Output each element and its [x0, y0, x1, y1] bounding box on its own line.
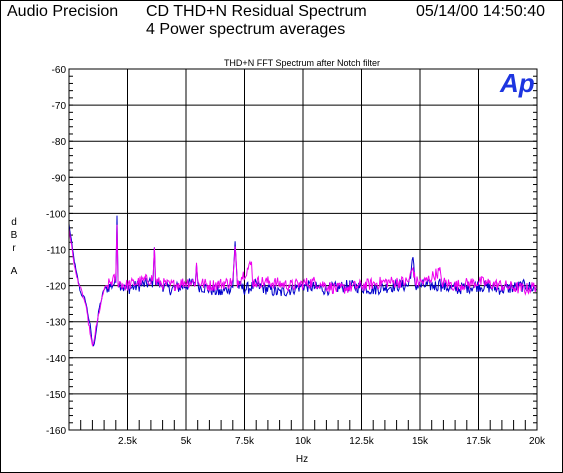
- x-tick-label: 12.5k: [349, 436, 374, 447]
- x-tick-label: 15k: [412, 436, 429, 447]
- timestamp: 05/14/00 14:50:40: [416, 3, 546, 20]
- y-tick-label: -150: [46, 390, 66, 401]
- y-tick-label: -160: [46, 426, 66, 437]
- y-tick-label: -110: [47, 246, 67, 257]
- page-subtitle: 4 Power spectrum averages: [146, 21, 346, 38]
- y-tick-label: -100: [46, 209, 66, 220]
- y-axis-label-char: B: [11, 230, 18, 241]
- x-tick-labels: 2.5k 5k 7.5k 10k 12.5k 15k 17.5k 20k: [118, 436, 546, 447]
- x-tick-label: 20k: [529, 436, 546, 447]
- chart-title: THD+N FFT Spectrum after Notch filter: [224, 58, 380, 68]
- trace-1: [68, 215, 538, 347]
- plot-border: [68, 68, 538, 431]
- grid: [69, 68, 538, 431]
- x-tick-label: 5k: [181, 436, 193, 447]
- y-tick-label: -90: [52, 173, 67, 184]
- trace-2: [68, 224, 537, 347]
- y-axis-label-char: d: [11, 217, 17, 228]
- y-tick-label: -140: [46, 354, 66, 365]
- x-tick-label: 7.5k: [235, 436, 255, 447]
- x-tick-label: 2.5k: [118, 436, 138, 447]
- y-axis-label: dBr A: [11, 217, 18, 277]
- y-axis-label-char: A: [11, 266, 18, 277]
- page-title: CD THD+N Residual Spectrum: [146, 3, 367, 20]
- traces: [68, 215, 538, 347]
- y-tick-label: -130: [46, 318, 66, 329]
- y-tick-label: -80: [52, 137, 67, 148]
- x-tick-label: 17.5k: [466, 436, 491, 447]
- y-tick-labels: -60 -70 -80 -90 -100 -110 -120 -130 -140 -150 -160: [46, 65, 66, 437]
- y-tick-label: -60: [52, 65, 67, 76]
- y-axis-label-char: r: [12, 243, 16, 254]
- ap-logo: Ap: [499, 68, 535, 98]
- y-tick-label: -70: [52, 101, 67, 112]
- x-axis-label: Hz: [296, 454, 308, 465]
- vendor-name: Audio Precision: [7, 3, 119, 20]
- y-tick-label: -120: [46, 282, 66, 293]
- x-tick-label: 10k: [295, 436, 312, 447]
